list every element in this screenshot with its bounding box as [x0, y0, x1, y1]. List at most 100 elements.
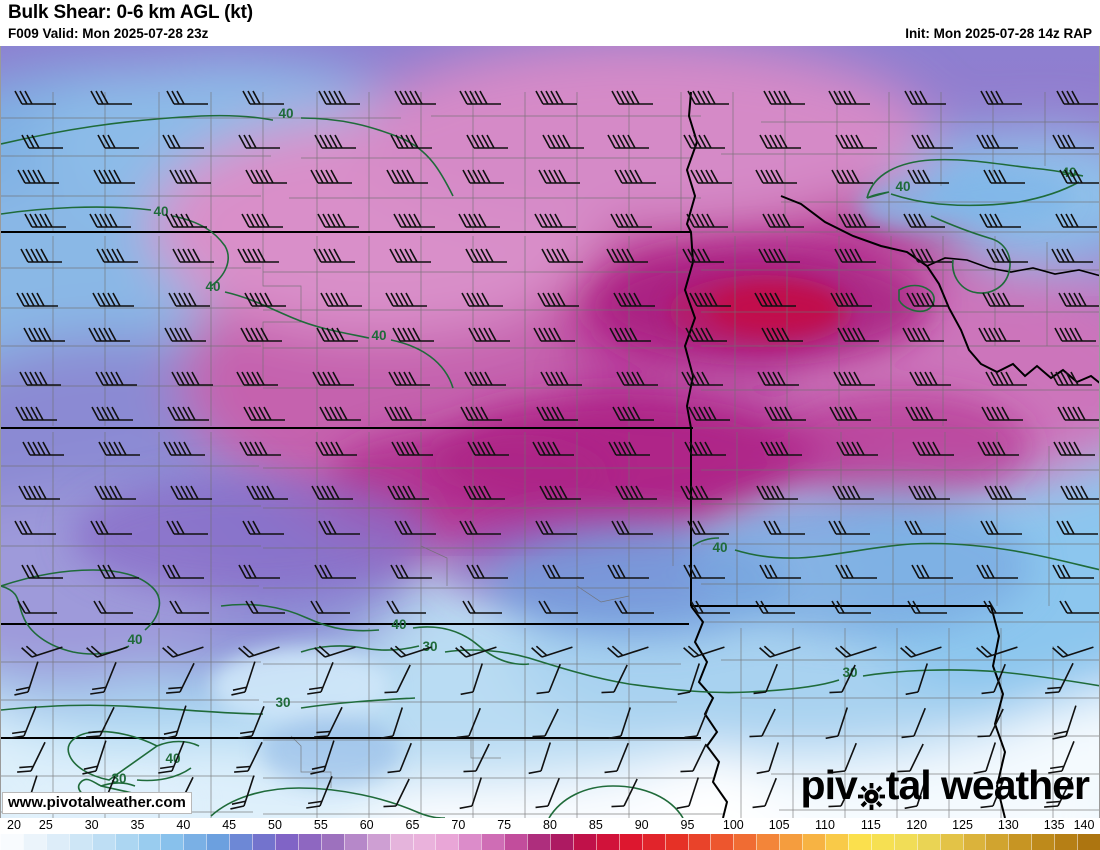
colorbar-cell — [618, 834, 643, 850]
colorbar-cell — [710, 834, 734, 850]
colorbar-cell — [870, 834, 895, 850]
colorbar-tick: 55 — [313, 818, 328, 832]
colorbar-tick: 60 — [359, 818, 374, 832]
colorbar-cell — [962, 834, 987, 850]
colorbar-tick: 110 — [815, 818, 835, 832]
colorbar-cell — [733, 834, 757, 850]
contour-label: 40 — [371, 328, 386, 343]
colorbar-tick: 45 — [222, 818, 237, 832]
colorbar-tick: 20 — [7, 818, 21, 832]
colorbar-cell — [802, 834, 826, 850]
brand-text-part1: piv — [800, 762, 858, 808]
colorbar-cell — [114, 834, 139, 850]
colorbar-cell — [916, 834, 941, 850]
colorbar — [0, 834, 1100, 850]
colorbar-cell — [252, 834, 276, 850]
colorbar-cell — [160, 834, 184, 850]
colorbar-cell — [412, 834, 437, 850]
valid-time-label: F009 Valid: Mon 2025-07-28 23z — [8, 26, 209, 41]
colorbar-tick: 140 — [1073, 818, 1095, 832]
brand-watermark: piv — [800, 762, 1090, 810]
colorbar-cell — [893, 834, 918, 850]
state-borders-layer — [1, 91, 1099, 818]
colorbar-cell — [458, 834, 482, 850]
site-url-watermark: www.pivotalweather.com — [2, 792, 192, 814]
colorbar-cell — [45, 834, 70, 850]
colorbar-tick: 70 — [451, 818, 466, 832]
contour-layer — [1, 114, 1099, 818]
colorbar-cell — [481, 834, 505, 850]
colorbar-tick: 135 — [1043, 818, 1065, 832]
shear-maximum-core — [669, 275, 853, 347]
contour-label: 30 — [422, 639, 437, 654]
contour-label: 30 — [275, 695, 290, 710]
colorbar-cell — [687, 834, 712, 850]
colorbar-tick: 105 — [768, 818, 790, 832]
colorbar-cell — [641, 834, 666, 850]
colorbar-cell — [435, 834, 459, 850]
colorbar-tick: 30 — [84, 818, 99, 832]
colorbar-cell — [229, 834, 253, 850]
colorbar-tick: 115 — [860, 818, 881, 832]
colorbar-cell — [664, 834, 689, 850]
gear-sun-icon — [857, 776, 885, 810]
map-canvas[interactable]: 40 40 40 40 40 40 40 40 40 40 30 30 30 30 www.pivotal… — [0, 46, 1100, 818]
colorbar-tick: 130 — [997, 818, 1019, 832]
init-time-label: Init: Mon 2025-07-28 14z RAP — [905, 26, 1092, 41]
colorbar-tick: 80 — [543, 818, 557, 832]
colorbar-tick: 90 — [634, 818, 649, 832]
page-title: Bulk Shear: 0-6 km AGL (kt) — [8, 2, 253, 23]
colorbar-tick: 100 — [722, 818, 744, 832]
colorbar-cell — [504, 834, 528, 850]
colorbar-cell — [985, 834, 1009, 850]
colorbar-cell — [68, 834, 93, 850]
contour-label: 30 — [111, 771, 126, 786]
colorbar-cell — [572, 834, 597, 850]
brand-text-part2: tal weather — [885, 762, 1090, 808]
colorbar-cell — [847, 834, 872, 850]
contour-label: 30 — [842, 665, 857, 680]
colorbar-cell — [275, 834, 299, 850]
colorbar-cell — [939, 834, 964, 850]
colorbar-cell — [1031, 834, 1055, 850]
colorbar-tick: 50 — [268, 818, 282, 832]
colorbar-tick: 40 — [176, 818, 191, 832]
colorbar-tick: 95 — [680, 818, 695, 832]
colorbar-cell — [91, 834, 116, 850]
colorbar-cell — [550, 834, 574, 850]
colorbar-tick: 75 — [497, 818, 512, 832]
colorbar-cell — [1077, 834, 1100, 850]
colorbar-cell — [527, 834, 551, 850]
contour-label: 40 — [165, 751, 180, 766]
colorbar-tick: 85 — [588, 818, 603, 832]
colorbar-cell — [1054, 834, 1078, 850]
colorbar-cell — [343, 834, 368, 850]
contour-label: 40 — [391, 617, 406, 632]
colorbar-tick: 25 — [38, 818, 53, 832]
contour-label: 40 — [127, 632, 142, 647]
contour-label: 40 — [205, 279, 220, 294]
colorbar-cell — [206, 834, 230, 850]
colorbar-tick-labels: 20 25 30 35 40 45 50 55 60 65 70 75 80 85 90 95 100 105 11… — [0, 818, 1100, 834]
colorbar-cell — [389, 834, 414, 850]
colorbar-cell — [297, 834, 322, 850]
map-header: Bulk Shear: 0-6 km AGL (kt) F009 Valid: … — [0, 0, 1100, 46]
colorbar-cell — [183, 834, 207, 850]
colorbar-cell — [779, 834, 803, 850]
colorbar-cell — [366, 834, 391, 850]
contour-label: 40 — [712, 540, 727, 555]
colorbar-tick: 120 — [906, 818, 928, 832]
colorbar-tick: 35 — [130, 818, 145, 832]
colorbar-cell — [756, 834, 780, 850]
contour-label: 40 — [278, 106, 293, 121]
colorbar-cell — [1008, 834, 1032, 850]
colorbar-cell — [825, 834, 849, 850]
colorbar-tick: 65 — [405, 818, 420, 832]
contour-label: 40 — [895, 179, 910, 194]
colorbar-cell — [595, 834, 620, 850]
colorbar-cell — [0, 834, 24, 850]
colorbar-tick: 125 — [952, 818, 973, 832]
